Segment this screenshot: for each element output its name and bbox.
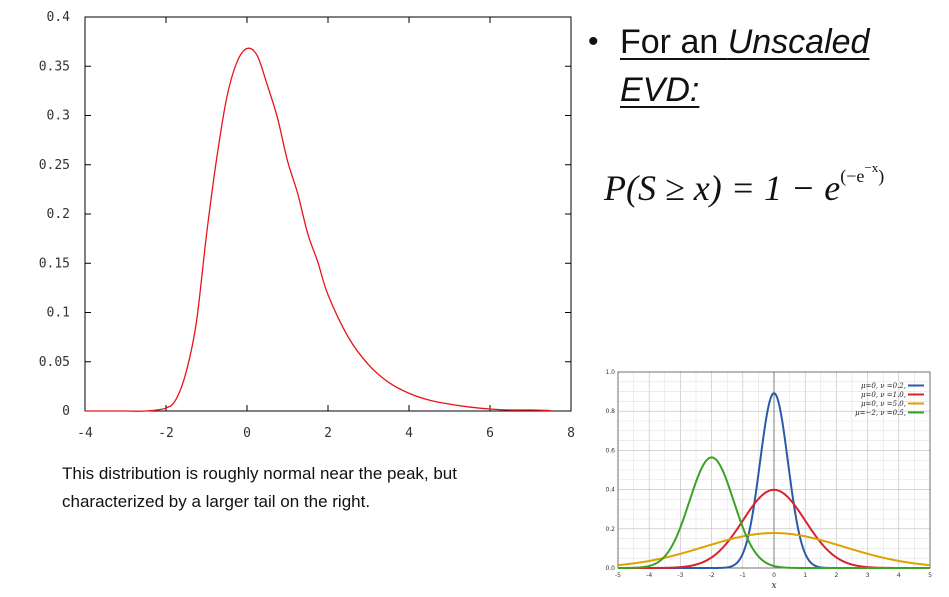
bullet-second-line: EVD:	[620, 71, 700, 109]
inset-series-line	[617, 456, 930, 569]
caption-line-1: This distribution is roughly normal near…	[62, 464, 457, 483]
bullet-prefix: For an	[620, 23, 728, 61]
x-tick-label: 4	[405, 426, 413, 441]
y-tick-label: 0	[62, 404, 70, 419]
inset-y-tick-label: 0.4	[605, 487, 615, 494]
inset-y-tick-label: 0.2	[605, 526, 615, 533]
inset-x-tick-label: -5	[615, 572, 621, 579]
inset-y-tick-label: 0.8	[605, 408, 615, 415]
y-tick-labels: 0 0.05 0.1 0.15 0.2 0.25 0.3 0.35 0.4	[39, 10, 70, 419]
formula-exponent: (−e−x)	[840, 160, 885, 186]
inset-x-tick-label: -1	[740, 572, 746, 579]
x-tick-label: 0	[243, 426, 251, 441]
formula-lhs: P(S ≥ x) = 1 − e	[604, 168, 841, 208]
inset-y-tick-label: 0.0	[605, 565, 615, 572]
bullet-text: For an Unscaled EVD:	[620, 18, 869, 114]
caption-text: This distribution is roughly normal near…	[62, 460, 578, 520]
y-tick-label: 0.25	[39, 158, 70, 173]
x-tick-label: 2	[324, 426, 332, 441]
caption-line-2: characterized by a larger tail on the ri…	[62, 492, 371, 511]
y-tick-label: 0.15	[39, 256, 70, 271]
plot-frame	[84, 16, 572, 412]
inset-x-tick-label: 4	[897, 572, 901, 579]
inset-legend-label: μ=0, ν =0.2,	[861, 382, 906, 390]
y-tick-label: 0.4	[47, 10, 71, 25]
inset-x-tick-label: 2	[834, 572, 838, 579]
x-tick-label: -2	[158, 426, 174, 441]
bullet-emphasis: Unscaled	[727, 23, 870, 61]
y-tick-label: 0.3	[47, 109, 70, 124]
bullet-dot: •	[588, 25, 599, 58]
inset-x-tick-label: 0	[772, 572, 776, 579]
x-tick-label: 8	[567, 426, 575, 441]
x-tick-labels: -4 -2 0 2 4 6 8	[77, 426, 575, 441]
inset-plot-frame	[617, 371, 931, 569]
inset-x-tick-label: 5	[928, 572, 932, 579]
cdf-formula: P(S ≥ x) = 1 − e(−e−x)	[604, 160, 884, 209]
y-tick-label: 0.05	[39, 355, 70, 370]
inset-legend-label: μ=0, ν =1.0,	[861, 391, 906, 399]
x-tick-label: -4	[77, 426, 93, 441]
inset-x-tick-label: 3	[866, 572, 870, 579]
inset-x-tick-label: -4	[646, 572, 652, 579]
formula-exponent-inner: −x	[864, 160, 879, 175]
inset-y-tick-label: 1.0	[605, 369, 615, 376]
evd-density-chart: -4 -2 0 2 4 6 8 0 0.05 0.1 0.15 0.2 0.25 0.3 0.35 0.4	[39, 10, 575, 441]
density-curve	[84, 47, 551, 412]
inset-x-tick-label: 1	[803, 572, 807, 579]
inset-x-tick-label: -3	[677, 572, 683, 579]
inset-x-axis-label: x	[771, 581, 776, 591]
inset-background	[588, 362, 936, 594]
normal-distributions-inset-chart: -5 -4 -3 -2 -1 0 1 2 3 4 5 0.0 0.2 0.4 0.6 0.8 1.0 μ=0,…	[588, 362, 936, 594]
inset-legend-label: μ=0, ν =5.0,	[861, 400, 906, 408]
inset-y-tick-labels: 0.0 0.2 0.4 0.6 0.8 1.0	[605, 369, 615, 572]
formula-exponent-close: )	[878, 166, 885, 186]
inset-y-tick-label: 0.6	[605, 447, 615, 454]
inset-x-tick-label: -2	[709, 572, 715, 579]
inset-legend-label: μ=−2, ν =0.5,	[855, 409, 906, 417]
formula-exponent-open: (−e	[840, 166, 865, 186]
y-tick-label: 0.1	[47, 306, 70, 321]
y-tick-label: 0.35	[39, 59, 70, 74]
x-tick-label: 6	[486, 426, 494, 441]
inset-series-line	[617, 532, 931, 567]
axis-ticks	[84, 16, 572, 412]
inset-x-tick-labels: -5 -4 -3 -2 -1 0 1 2 3 4 5	[615, 572, 932, 579]
y-tick-label: 0.2	[47, 207, 70, 222]
inset-legend: μ=0, ν =0.2,μ=0, ν =1.0,μ=0, ν =5.0,μ=−2…	[855, 382, 924, 417]
inset-series-lines	[617, 392, 931, 569]
